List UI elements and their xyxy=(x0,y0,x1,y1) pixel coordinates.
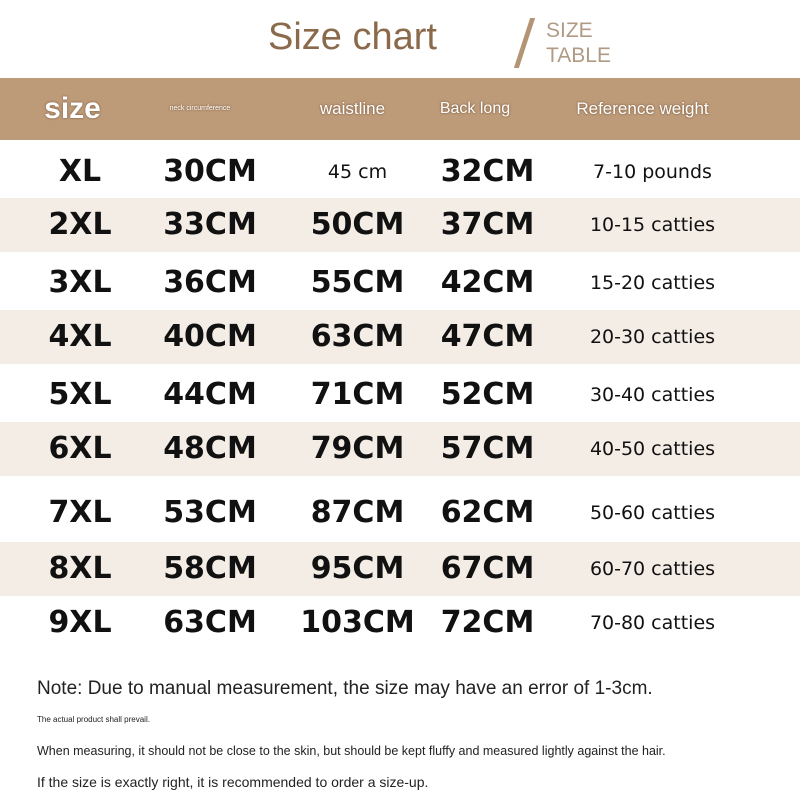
weight-cell: 70-80 catties xyxy=(589,612,716,634)
waistline-cell: 55CM xyxy=(310,265,405,300)
table-row: 2XL 33CM 50CM 37CM 10-15 catties xyxy=(0,198,800,252)
size-cell: 6XL xyxy=(48,431,112,466)
column-header-weight: Reference weight xyxy=(576,99,709,118)
waistline-cell: 45 cm xyxy=(327,161,388,183)
subtitle-line: TABLE xyxy=(546,44,611,67)
column-header-size: size xyxy=(44,92,101,125)
neck-cell: 30CM xyxy=(163,154,257,189)
back-long-cell: 32CM xyxy=(440,154,535,189)
back-long-cell: 47CM xyxy=(440,319,535,354)
column-header-back-long: Back long xyxy=(439,100,511,117)
neck-cell: 63CM xyxy=(163,605,257,640)
table-header: size neck circumference waistline Back l… xyxy=(0,78,800,140)
subtitle-line: SIZE xyxy=(546,19,593,42)
size-cell: 8XL xyxy=(48,551,112,586)
waistline-cell: 50CM xyxy=(310,207,405,242)
page-title: Size chart xyxy=(268,16,437,58)
size-cell: 5XL xyxy=(48,377,112,412)
size-cell: 3XL xyxy=(48,265,112,300)
note-prevail: The actual product shall prevail. xyxy=(37,715,150,724)
neck-cell: 53CM xyxy=(163,495,257,530)
back-long-cell: 42CM xyxy=(440,265,535,300)
table-row: XL 30CM 45 cm 32CM 7-10 pounds xyxy=(0,145,800,199)
divider-slash xyxy=(513,18,536,68)
note-measuring: When measuring, it should not be close t… xyxy=(37,744,666,758)
table-row: 4XL 40CM 63CM 47CM 20-30 catties xyxy=(0,310,800,364)
back-long-cell: 67CM xyxy=(440,551,535,586)
weight-cell: 15-20 catties xyxy=(589,272,716,294)
weight-cell: 20-30 catties xyxy=(589,326,716,348)
waistline-cell: 95CM xyxy=(310,551,405,586)
neck-cell: 33CM xyxy=(163,207,257,242)
table-row: 7XL 53CM 87CM 62CM 50-60 catties xyxy=(0,486,800,540)
size-cell: 9XL xyxy=(48,605,112,640)
table-row: 6XL 48CM 79CM 57CM 40-50 catties xyxy=(0,422,800,476)
waistline-cell: 79CM xyxy=(310,431,405,466)
back-long-cell: 57CM xyxy=(440,431,535,466)
waistline-cell: 63CM xyxy=(310,319,405,354)
weight-cell: 10-15 catties xyxy=(589,214,716,236)
size-cell: 4XL xyxy=(48,319,112,354)
back-long-cell: 72CM xyxy=(440,605,535,640)
weight-cell: 7-10 pounds xyxy=(593,161,712,183)
neck-cell: 48CM xyxy=(163,431,257,466)
size-cell: 2XL xyxy=(48,207,112,242)
weight-cell: 60-70 catties xyxy=(589,558,716,580)
waistline-cell: 103CM xyxy=(300,605,415,640)
size-cell: 7XL xyxy=(48,495,112,530)
waistline-cell: 71CM xyxy=(310,377,405,412)
subtitle: SIZE TABLE xyxy=(546,18,611,68)
table-row: 5XL 44CM 71CM 52CM 30-40 catties xyxy=(0,368,800,422)
weight-cell: 30-40 catties xyxy=(589,384,716,406)
back-long-cell: 52CM xyxy=(440,377,535,412)
column-header-neck: neck circumference xyxy=(169,105,231,112)
neck-cell: 36CM xyxy=(163,265,257,300)
waistline-cell: 87CM xyxy=(310,495,405,530)
table-row: 9XL 63CM 103CM 72CM 70-80 catties xyxy=(0,596,800,650)
weight-cell: 50-60 catties xyxy=(589,502,716,524)
note-size-up: If the size is exactly right, it is reco… xyxy=(37,774,429,790)
neck-cell: 40CM xyxy=(163,319,257,354)
back-long-cell: 62CM xyxy=(440,495,535,530)
weight-cell: 40-50 catties xyxy=(589,438,716,460)
neck-cell: 58CM xyxy=(163,551,257,586)
size-cell: XL xyxy=(58,154,102,189)
back-long-cell: 37CM xyxy=(440,207,535,242)
neck-cell: 44CM xyxy=(163,377,257,412)
note-main: Note: Due to manual measurement, the siz… xyxy=(37,678,653,699)
table-row: 8XL 58CM 95CM 67CM 60-70 catties xyxy=(0,542,800,596)
table-row: 3XL 36CM 55CM 42CM 15-20 catties xyxy=(0,256,800,310)
column-header-waistline: waistline xyxy=(319,99,386,118)
